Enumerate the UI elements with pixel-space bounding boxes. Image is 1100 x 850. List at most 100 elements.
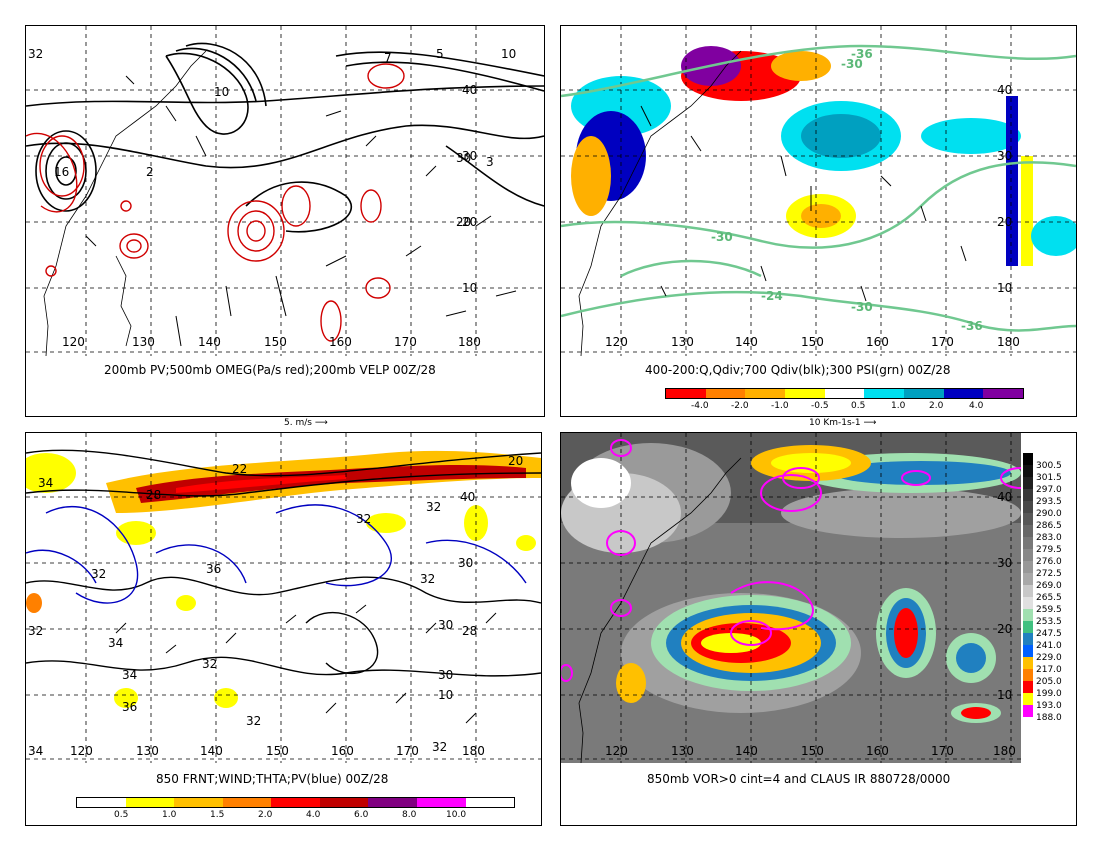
arrow-right-icon: ⟶: [314, 418, 328, 428]
lat-tick: 20: [462, 215, 477, 229]
colorbar-label: 297.0: [1035, 485, 1063, 496]
lon-tick: 150: [801, 335, 824, 349]
caption-panel-2: 400-200:Q,Qdiv;700 Qdiv(blk);300 PSI(grn…: [645, 363, 951, 377]
panel-pv-omega: 120 130 140 150 160 170 180 40 30 20 10 …: [25, 25, 545, 428]
caption-panel-4: 850mb VOR>0 cint=4 and CLAUS IR 880728/0…: [647, 772, 951, 786]
colorbar-label: -4.0: [691, 401, 709, 411]
lat-tick: 30: [462, 149, 477, 163]
lon-tick: 140: [735, 744, 758, 758]
contour-label: 32: [91, 567, 106, 581]
scale-label-panel-1: 5. m/s ⟶: [284, 418, 328, 428]
lon-tick: 180: [462, 744, 485, 758]
lon-tick: 140: [200, 744, 223, 758]
colorbar-label: 205.0: [1035, 677, 1063, 688]
colorbar-label: 279.5: [1035, 545, 1063, 556]
psi-label: -30: [851, 300, 873, 314]
lon-tick: 180: [997, 335, 1020, 349]
lon-tick: 140: [735, 335, 758, 349]
contour-label: 30: [458, 556, 473, 570]
lat-tick: 40: [997, 83, 1012, 97]
caption-panel-3: 850 FRNT;WIND;THTA;PV(blue) 00Z/28: [156, 772, 389, 786]
lat-tick: 10: [997, 688, 1012, 702]
colorbar-label: 300.5: [1035, 461, 1063, 472]
lon-tick: 150: [266, 744, 289, 758]
lon-tick: 160: [866, 335, 889, 349]
scale-label-panel-2: 10 Km-1s-1 ⟶: [809, 418, 876, 428]
contour-label: 32: [432, 740, 447, 754]
colorbar-label: 2.0: [258, 810, 273, 820]
map-vorticity-ir: 120 130 140 150 160 170 180 40 30 20 10: [561, 433, 1021, 763]
colorbar-label: 253.5: [1035, 617, 1063, 628]
colorbar-label: 8.0: [402, 810, 417, 820]
colorbar-label: 199.0: [1035, 689, 1063, 700]
contour-label: 28: [146, 488, 161, 502]
colorbar-label: 259.5: [1035, 605, 1063, 616]
lon-tick: 150: [801, 744, 824, 758]
colorbar-label: 2.0: [929, 401, 944, 411]
lon-tick: 170: [394, 335, 417, 349]
colorbar-label: 269.0: [1035, 581, 1063, 592]
contour-label: 5: [436, 47, 444, 61]
lon-tick: 130: [136, 744, 159, 758]
contour-label: 36: [206, 562, 221, 576]
lat-tick: 30: [997, 556, 1012, 570]
colorbar-label: 4.0: [306, 810, 321, 820]
lat-tick: 40: [997, 490, 1012, 504]
colorbar-label: -2.0: [731, 401, 749, 411]
lon-tick: 120: [62, 335, 85, 349]
colorbar-label: 217.0: [1035, 665, 1063, 676]
colorbar-label: 276.0: [1035, 557, 1063, 568]
lon-tick: 170: [396, 744, 419, 758]
contour-label: 32: [426, 500, 441, 514]
colorbar-label: 286.5: [1035, 521, 1063, 532]
lon-tick: 140: [198, 335, 221, 349]
contour-label: 30: [438, 618, 453, 632]
colorbar-label: 193.0: [1035, 701, 1063, 712]
lon-tick: 130: [671, 335, 694, 349]
lon-tick: 150: [264, 335, 287, 349]
colorbar-label: 0.5: [114, 810, 129, 820]
lon-tick: 160: [329, 335, 352, 349]
colorbar-label: 293.5: [1035, 497, 1063, 508]
contour-label: 32: [356, 512, 371, 526]
contour-label: 36: [122, 700, 137, 714]
lon-tick: 180: [993, 744, 1016, 758]
colorbar-label: 283.0: [1035, 533, 1063, 544]
panel-qvector: 120 130 140 150 160 170 180 40 30 20 10 …: [560, 25, 1077, 428]
psi-label: -30: [711, 230, 733, 244]
colorbar-label: 241.0: [1035, 641, 1063, 652]
contour-label: 20: [456, 215, 471, 229]
scale-text: 5. m/s: [284, 418, 312, 428]
colorbar-label: 10.0: [446, 810, 467, 820]
arrow-right-icon: ⟶: [863, 418, 877, 428]
lon-tick: 120: [605, 335, 628, 349]
contour-label: 32: [28, 624, 43, 638]
panel-vorticity-ir: 120 130 140 150 160 170 180 40 30 20 10 …: [560, 432, 1077, 826]
lat-tick: 10: [997, 281, 1012, 295]
psi-label: -24: [761, 289, 783, 303]
lon-tick: 130: [132, 335, 155, 349]
psi-label: -36: [851, 47, 873, 61]
contour-label: 30: [456, 151, 471, 165]
lat-tick: 20: [997, 215, 1012, 229]
lon-tick: 160: [331, 744, 354, 758]
scale-text: 10 Km-1s-1: [809, 418, 861, 428]
colorbar-panel-3: [76, 797, 515, 808]
psi-label: -30: [841, 57, 863, 71]
colorbar-label: 1.5: [210, 810, 225, 820]
colorbar-label: 4.0: [969, 401, 984, 411]
contour-label: 10: [214, 85, 229, 99]
contour-label: 10: [438, 688, 453, 702]
lon-tick: 130: [671, 744, 694, 758]
colorbar-label: 1.0: [891, 401, 906, 411]
map-qvector: 120 130 140 150 160 170 180 40 30 20 10 …: [561, 26, 1076, 356]
map-frontogenesis: 120 130 140 150 160 170 180 34 28 22 32 …: [26, 433, 541, 763]
lat-tick: 30: [997, 149, 1012, 163]
contour-label: 3: [486, 155, 494, 169]
lon-tick: 180: [458, 335, 481, 349]
lon-tick: 120: [605, 744, 628, 758]
contour-label: 16: [54, 165, 69, 179]
contour-label: 28: [462, 624, 477, 638]
contour-label: 30: [438, 668, 453, 682]
lat-tick: 20: [997, 622, 1012, 636]
